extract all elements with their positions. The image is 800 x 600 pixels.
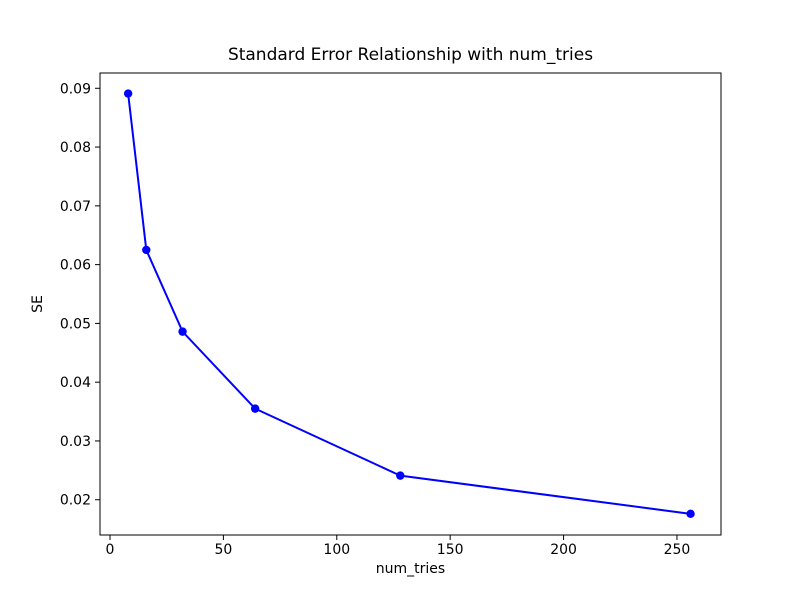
x-tick-label: 50 (214, 542, 232, 558)
y-tick-label: 0.04 (60, 375, 91, 391)
x-axis-label: num_tries (375, 561, 446, 577)
y-tick-label: 0.06 (60, 258, 91, 274)
y-tick-label: 0.07 (60, 199, 91, 215)
y-tick-label: 0.03 (60, 434, 91, 450)
series-line (127, 93, 691, 515)
x-tick-label: 150 (437, 542, 464, 558)
data-point (396, 471, 405, 480)
x-tick-label: 100 (323, 542, 350, 558)
x-tick-label: 200 (550, 542, 577, 558)
axes-spines (99, 72, 722, 536)
y-tick-label: 0.05 (60, 316, 91, 332)
x-tick-label: 0 (106, 542, 115, 558)
x-tick-label: 250 (664, 542, 691, 558)
chart-title: Standard Error Relationship with num_tri… (227, 45, 594, 65)
data-point (142, 245, 151, 255)
data-point (686, 509, 695, 519)
data-point (123, 89, 133, 98)
y-tick-label: 0.02 (60, 493, 91, 509)
y-tick-label: 0.09 (60, 81, 91, 97)
y-tick-label: 0.08 (60, 140, 91, 156)
data-point (250, 404, 260, 413)
data-point (178, 327, 187, 336)
